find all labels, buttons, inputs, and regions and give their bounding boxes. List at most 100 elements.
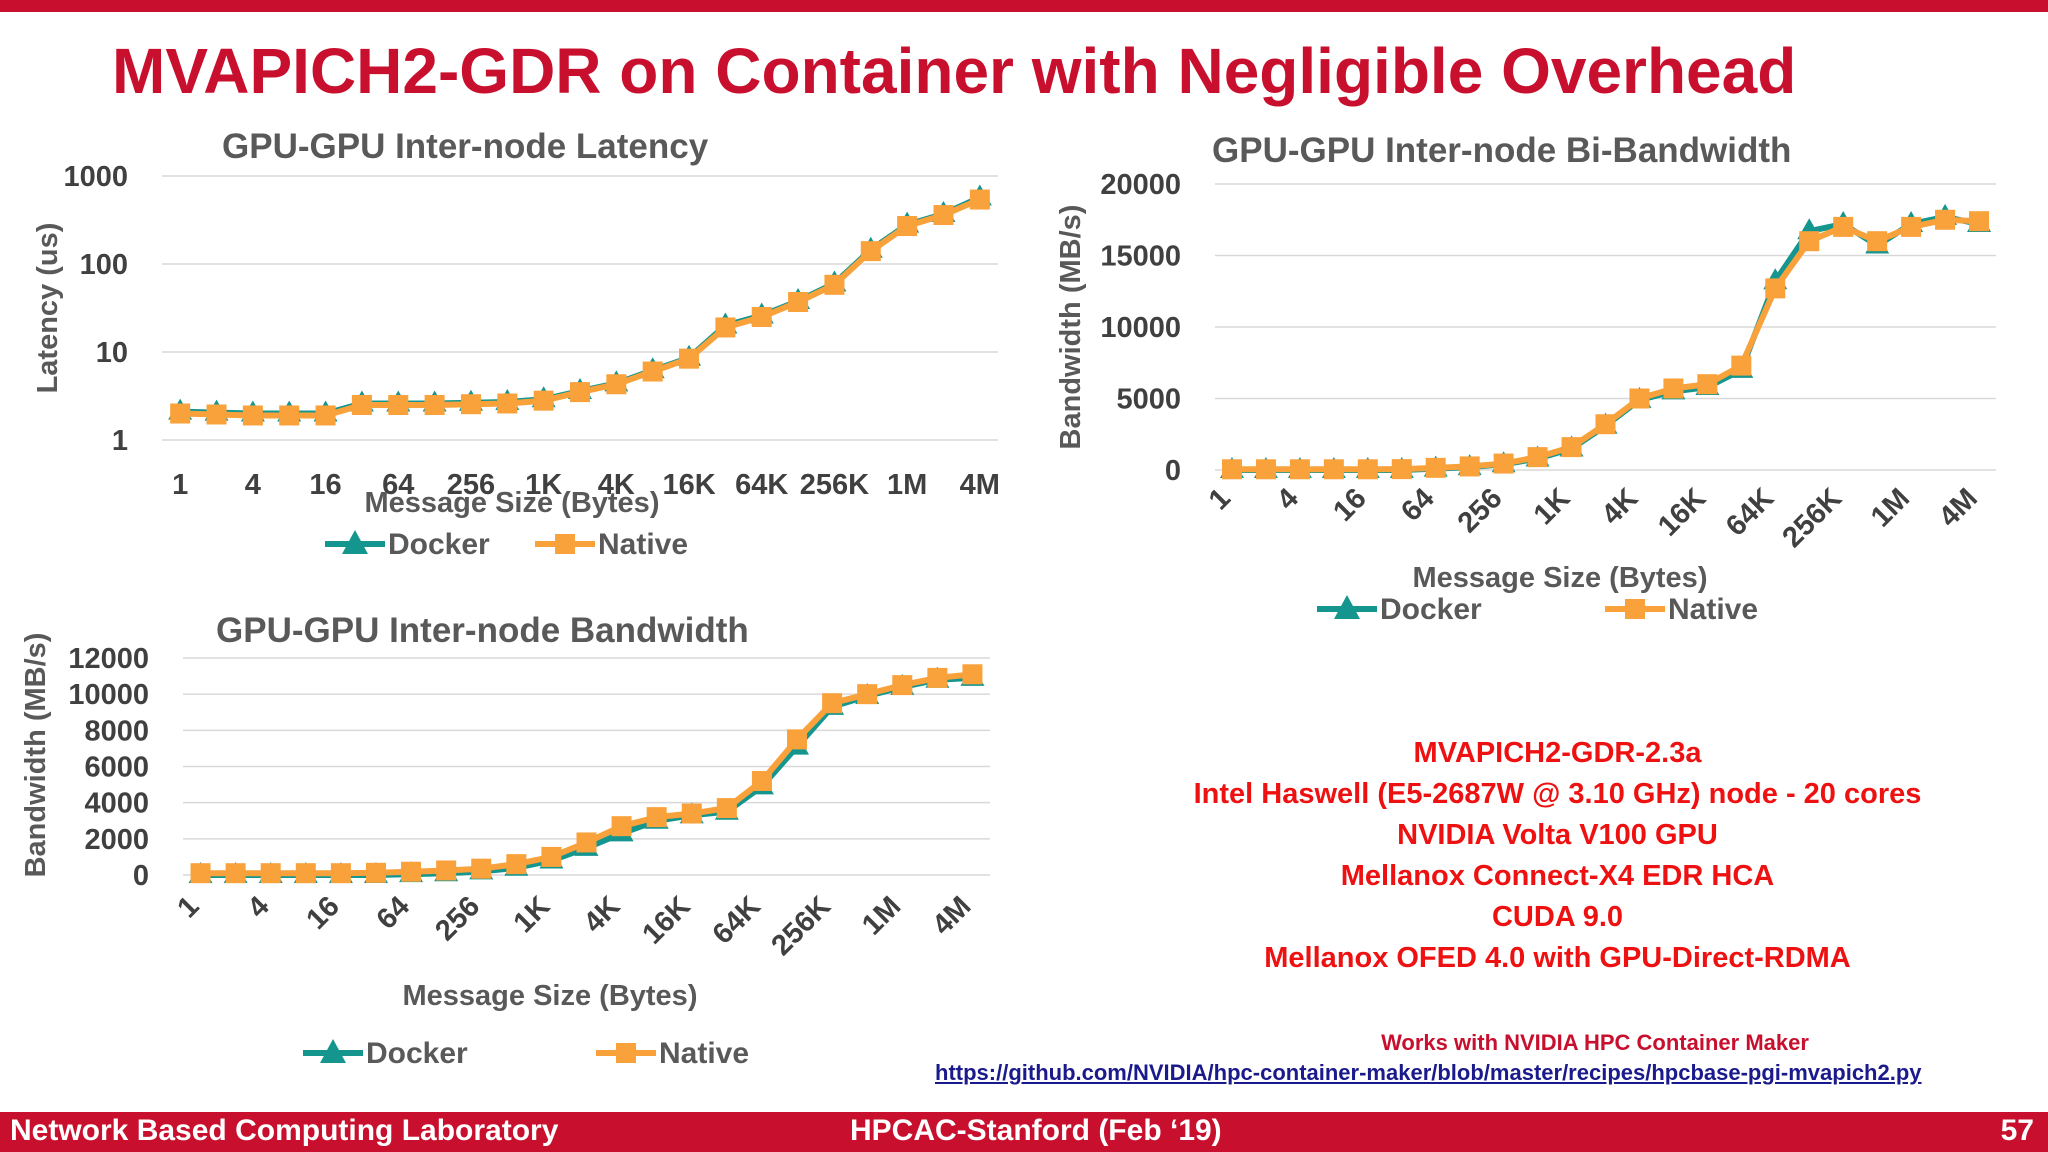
native-data-point: [1289, 459, 1310, 480]
native-data-point: [1935, 209, 1956, 230]
native-data-point: [1731, 355, 1752, 376]
native-data-point: [927, 667, 948, 688]
x-tick-label: 64: [382, 469, 414, 501]
native-data-point: [1969, 211, 1990, 232]
native-data-point: [788, 291, 809, 312]
native-data-point: [365, 862, 386, 883]
x-tick-label: 1: [171, 890, 205, 924]
x-tick-label: 16K: [662, 469, 715, 501]
native-data-point: [681, 803, 702, 824]
y-tick-label: 10000: [1100, 312, 1181, 344]
native-data-point: [1459, 456, 1480, 477]
legend-docker-label: Docker: [1380, 593, 1482, 626]
spec-line: CUDA 9.0: [1491, 901, 1624, 933]
native-data-point: [351, 394, 372, 415]
native-data-point: [279, 405, 300, 426]
native-data-point: [1323, 459, 1344, 480]
x-tick-label: 256: [447, 469, 495, 501]
x-axis-label: Message Size (Bytes): [403, 980, 698, 1012]
native-data-point: [295, 863, 316, 884]
native-data-point: [1629, 388, 1650, 409]
x-tick-label: 256: [429, 890, 486, 947]
native-data-point: [646, 807, 667, 828]
native-data-point: [1221, 459, 1242, 480]
native-data-point: [1527, 447, 1548, 468]
x-tick-label: 1: [172, 469, 188, 501]
native-data-point: [242, 405, 263, 426]
legend-docker-marker: [342, 530, 368, 554]
native-data-point: [401, 861, 422, 882]
native-data-point: [822, 693, 843, 714]
x-tick-label: 4K: [598, 469, 635, 501]
spec-line: Mellanox OFED 4.0 with GPU-Direct-RDMA: [1264, 942, 1851, 974]
native-data-point: [606, 374, 627, 395]
y-tick-label: 2000: [84, 824, 149, 856]
footer-bar: Network Based Computing Laboratory HPCAC…: [0, 1112, 2048, 1152]
native-data-point: [497, 393, 518, 414]
x-tick-label: 1K: [508, 890, 557, 939]
legend-native-label: Native: [598, 528, 688, 561]
x-axis-label: Message Size (Bytes): [365, 487, 660, 519]
native-data-point: [1867, 231, 1888, 252]
x-tick-label: 1M: [887, 469, 927, 501]
native-data-point: [170, 403, 191, 424]
native-data-point: [225, 863, 246, 884]
native-data-point: [1765, 278, 1786, 299]
native-data-point: [1595, 414, 1616, 435]
spec-line: MVAPICH2-GDR-2.3a: [1413, 737, 1702, 769]
legend-native-marker: [1625, 599, 1645, 619]
chart-title: GPU-GPU Inter-node Bandwidth: [216, 611, 749, 650]
native-data-point: [436, 860, 457, 881]
native-data-point: [751, 770, 772, 791]
x-tick-label: 4K: [578, 890, 627, 939]
footer-event: HPCAC-Stanford (Feb ‘19): [850, 1114, 1222, 1147]
x-tick-label: 16K: [636, 890, 696, 950]
native-data-point: [715, 317, 736, 338]
system-specs: MVAPICH2-GDR-2.3a Intel Haswell (E5-2687…: [1100, 733, 2015, 979]
native-data-point: [716, 798, 737, 819]
y-tick-label: 20000: [1100, 169, 1181, 201]
y-tick-label: 1000: [63, 161, 128, 193]
native-data-point: [787, 729, 808, 750]
native-data-point: [533, 390, 554, 411]
x-tick-label: 4M: [960, 469, 1000, 501]
native-data-point: [1493, 453, 1514, 474]
legend-docker-marker: [320, 1039, 346, 1063]
x-tick-label: 4M: [926, 890, 977, 941]
native-data-point: [897, 216, 918, 237]
native-data-point: [1799, 231, 1820, 252]
x-tick-label: 64: [371, 890, 416, 935]
native-data-point: [206, 404, 227, 425]
container-maker-link[interactable]: https://github.com/NVIDIA/hpc-container-…: [935, 1060, 1922, 1085]
native-data-point: [570, 382, 590, 403]
native-data-point: [857, 684, 878, 705]
y-tick-label: 4000: [84, 788, 149, 820]
native-data-point: [1833, 216, 1854, 237]
spec-line: Mellanox Connect-X4 EDR HCA: [1340, 860, 1775, 892]
x-tick-label: 16: [300, 890, 345, 935]
y-axis-label: Latency (us): [32, 223, 64, 394]
native-data-point: [860, 241, 881, 262]
y-axis-label: Bandwidth (MB/s): [20, 633, 52, 878]
slide-title: MVAPICH2-GDR on Container with Negligibl…: [112, 35, 1797, 107]
native-data-point: [424, 394, 445, 415]
y-tick-label: 1: [112, 425, 128, 457]
legend-docker-marker: [1334, 595, 1360, 619]
native-data-point: [388, 394, 409, 415]
native-data-point: [1357, 459, 1378, 480]
y-tick-label: 10: [96, 337, 128, 369]
y-tick-label: 10000: [68, 679, 149, 711]
spec-line: NVIDIA Volta V100 GPU: [1397, 819, 1718, 851]
y-tick-label: 0: [1165, 455, 1181, 487]
x-tick-label: 16: [309, 469, 341, 501]
legend-docker-label: Docker: [388, 528, 490, 561]
x-tick-label: 256K: [765, 890, 837, 962]
footer-lab-name: Network Based Computing Laboratory: [10, 1114, 559, 1147]
native-data-point: [576, 832, 597, 853]
top-accent-bar: [0, 0, 2048, 12]
native-data-point: [1425, 457, 1446, 478]
y-tick-label: 15000: [1100, 241, 1181, 273]
y-axis-label: Bandwidth (MB/s): [1055, 205, 1087, 450]
native-data-point: [679, 348, 700, 369]
